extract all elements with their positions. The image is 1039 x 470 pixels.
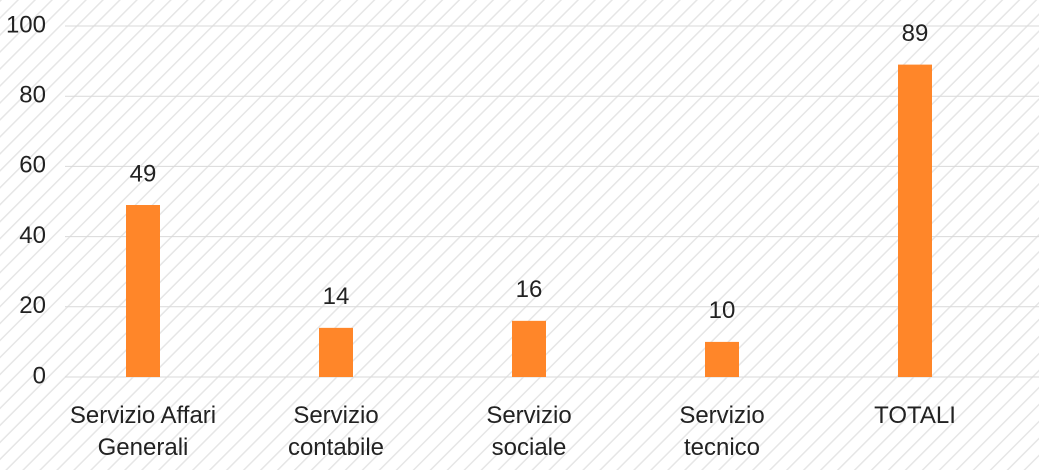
bar [319, 327, 353, 377]
data-label: 14 [323, 283, 350, 310]
x-tick-label: Servizio contabile [287, 402, 385, 461]
x-tick-label: Servizio tecnico [679, 402, 765, 461]
y-tick-label: 0 [33, 362, 46, 389]
y-tick-label: 60 [19, 152, 46, 179]
y-tick-label: 80 [19, 82, 46, 109]
bar [126, 205, 160, 377]
data-label: 49 [130, 160, 157, 187]
y-tick-label: 100 [6, 11, 46, 38]
data-label: 16 [516, 276, 543, 303]
bar [512, 320, 546, 377]
bar [705, 341, 739, 377]
bar [898, 64, 932, 378]
x-tick-label: TOTALI [874, 402, 956, 429]
y-tick-label: 20 [19, 292, 46, 319]
x-tick-label: Servizio Affari Generali [69, 402, 217, 461]
y-tick-label: 40 [19, 222, 46, 249]
data-label: 89 [902, 20, 929, 47]
x-tick-label: Servizio sociale [486, 402, 572, 461]
data-label: 10 [709, 297, 736, 324]
